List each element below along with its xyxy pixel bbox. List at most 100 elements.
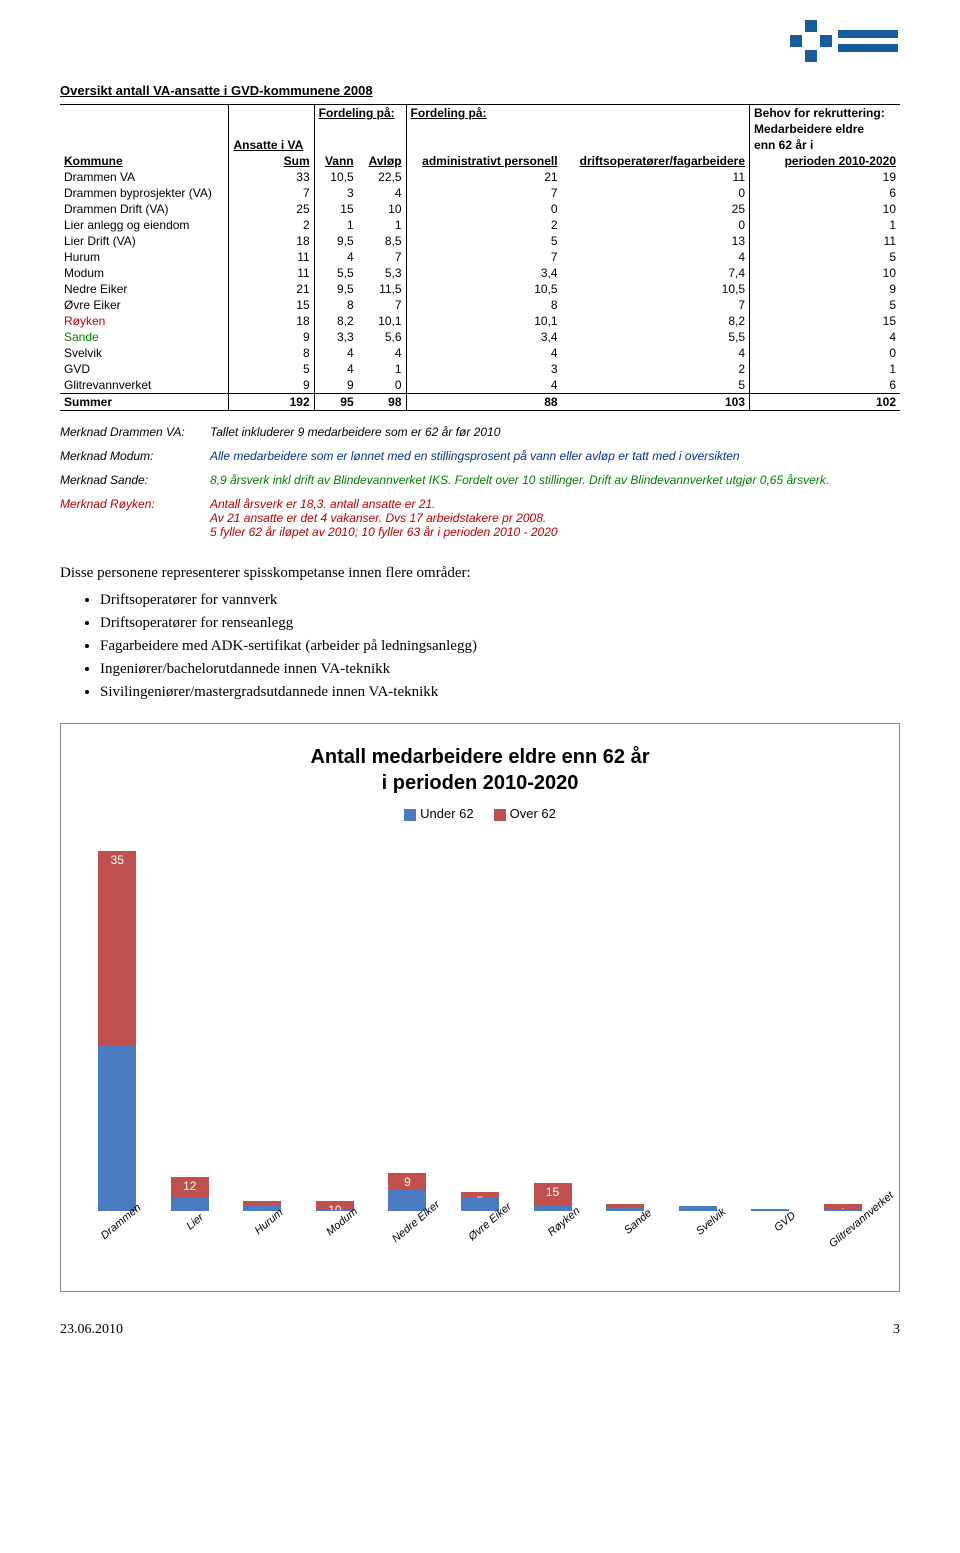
bar-group: 9 <box>371 851 444 1211</box>
note-text: Antall årsverk er 18,3. antall ansatte e… <box>210 497 900 539</box>
logo-area <box>60 20 900 73</box>
bar-segment-under62 <box>679 1206 717 1211</box>
table-row: Hurum1147745 <box>60 249 900 265</box>
bar-group: 5 <box>444 851 517 1211</box>
chart-legend: Under 62 Over 62 <box>71 806 889 821</box>
company-logo <box>790 20 900 70</box>
th-ansatte: Ansatte i VA <box>229 137 314 153</box>
body-intro: Disse personene representerer spisskompe… <box>60 563 900 584</box>
th-drift: driftsoperatører/fagarbeidere <box>562 153 750 169</box>
table-row: Drammen Drift (VA)25151002510 <box>60 201 900 217</box>
bar-stack: 35 <box>98 851 136 1211</box>
bar-segment-under62 <box>534 1206 572 1211</box>
legend-label: Under 62 <box>420 806 473 821</box>
table-row: GVD541321 <box>60 361 900 377</box>
th-kommune: Kommune <box>60 153 229 169</box>
bar-value-label: 35 <box>111 853 124 867</box>
page-footer: 23.06.2010 3 <box>60 1322 900 1338</box>
body-text: Disse personene representerer spisskompe… <box>60 563 900 703</box>
note-text: Tallet inkluderer 9 medarbeidere som er … <box>210 425 900 439</box>
table-row: Lier anlegg og eiendom211201 <box>60 217 900 233</box>
table-row: Drammen VA3310,522,5211119 <box>60 169 900 185</box>
bar-stack: 10 <box>316 1150 354 1211</box>
th-behov3: perioden 2010-2020 <box>750 153 900 169</box>
th-admin: administrativt personell <box>406 153 562 169</box>
bar-group: 0 <box>661 851 734 1211</box>
list-item: Driftsoperatører for vannverk <box>100 590 900 611</box>
bar-group: 10 <box>299 851 372 1211</box>
bar-group: 6 <box>806 851 879 1211</box>
table-sum-row: Summer192959888103102 <box>60 394 900 411</box>
legend-item: Under 62 <box>404 806 473 821</box>
legend-label: Over 62 <box>510 806 556 821</box>
bar-group: 4 <box>589 851 662 1211</box>
table-title: Oversikt antall VA-ansatte i GVD-kommune… <box>60 83 900 98</box>
list-item: Sivilingeniører/mastergradsutdannede inn… <box>100 682 900 703</box>
table-row: Drammen byprosjekter (VA)734706 <box>60 185 900 201</box>
bar-group: 1 <box>734 851 807 1211</box>
legend-swatch <box>404 809 416 821</box>
bar-value-label: 9 <box>404 1175 411 1189</box>
employee-age-chart: Antall medarbeidere eldre enn 62 år i pe… <box>60 723 900 1292</box>
bar-stack: 4 <box>606 1161 644 1211</box>
table-row: Nedre Eiker219,511,510,510,59 <box>60 281 900 297</box>
note-label: Merknad Røyken: <box>60 497 210 539</box>
chart-title: Antall medarbeidere eldre enn 62 år i pe… <box>71 744 889 796</box>
bar-segment-over62: 12 <box>171 1177 209 1197</box>
bar-group: 12 <box>154 851 227 1211</box>
bar-segment-under62 <box>824 1209 862 1211</box>
bar-stack: 5 <box>243 1150 281 1211</box>
note-label: Merknad Sande: <box>60 473 210 487</box>
table-row: Sande93,35,63,45,54 <box>60 329 900 345</box>
bar-segment-over62: 15 <box>534 1183 572 1206</box>
bar-segment-under62 <box>388 1190 426 1211</box>
th-behov-title: Behov for rekruttering: <box>750 105 900 122</box>
bar-group: 15 <box>516 851 589 1211</box>
table-row: Røyken188,210,110,18,215 <box>60 313 900 329</box>
bar-segment-under62 <box>751 1209 789 1211</box>
th-behov1: Medarbeidere eldre <box>750 121 900 137</box>
bar-stack: 5 <box>461 1128 499 1211</box>
bar-stack: 1 <box>751 1183 789 1211</box>
th-fordeling2: Fordeling på: <box>406 105 749 122</box>
table-row: Svelvik844440 <box>60 345 900 361</box>
bar-stack: 9 <box>388 1095 426 1211</box>
note-row: Merknad Modum:Alle medarbeidere som er l… <box>60 449 900 463</box>
bar-segment-over62: 9 <box>388 1173 426 1189</box>
list-item: Fagarbeidere med ADK-sertifikat (arbeide… <box>100 636 900 657</box>
table-notes: Merknad Drammen VA:Tallet inkluderer 9 m… <box>60 425 900 539</box>
table-row: Øvre Eiker1587875 <box>60 297 900 313</box>
note-row: Merknad Røyken:Antall årsverk er 18,3. a… <box>60 497 900 539</box>
bar-stack: 0 <box>679 1167 717 1211</box>
th-avlop: Avløp <box>358 153 406 169</box>
bar-stack: 6 <box>824 1161 862 1211</box>
bar-value-label: 15 <box>546 1185 559 1199</box>
table-row: Glitrevannverket990456 <box>60 377 900 394</box>
list-item: Driftsoperatører for renseanlegg <box>100 613 900 634</box>
bar-segment-under62 <box>98 1045 136 1211</box>
bar-value-label: 12 <box>183 1179 196 1193</box>
legend-swatch <box>494 809 506 821</box>
th-sum: Sum <box>229 153 314 169</box>
bar-stack: 15 <box>534 1111 572 1211</box>
bar-group: 35 <box>81 851 154 1211</box>
va-employees-table: Fordeling på: Fordeling på: Behov for re… <box>60 104 900 411</box>
table-row: Modum115,55,33,47,410 <box>60 265 900 281</box>
bar-stack: 12 <box>171 1100 209 1211</box>
note-text: Alle medarbeidere som er lønnet med en s… <box>210 449 900 463</box>
th-fordeling1: Fordeling på: <box>314 105 406 122</box>
th-vann: Vann <box>314 153 357 169</box>
footer-date: 23.06.2010 <box>60 1322 123 1338</box>
footer-page: 3 <box>893 1322 900 1338</box>
bar-segment-under62 <box>606 1207 644 1211</box>
note-text: 8,9 årsverk inkl drift av Blindevannverk… <box>210 473 900 487</box>
competence-list: Driftsoperatører for vannverkDriftsopera… <box>100 590 900 703</box>
bar-group: 5 <box>226 851 299 1211</box>
bar-value-label: 1 <box>767 1211 774 1225</box>
note-label: Merknad Modum: <box>60 449 210 463</box>
bar-segment-over62: 35 <box>98 851 136 1045</box>
note-label: Merknad Drammen VA: <box>60 425 210 439</box>
chart-plot-area: 35 12 5 10 9 5 15 40 1 6 <box>81 851 879 1211</box>
list-item: Ingeniører/bachelorutdannede innen VA-te… <box>100 659 900 680</box>
bar-segment-under62 <box>461 1198 499 1211</box>
